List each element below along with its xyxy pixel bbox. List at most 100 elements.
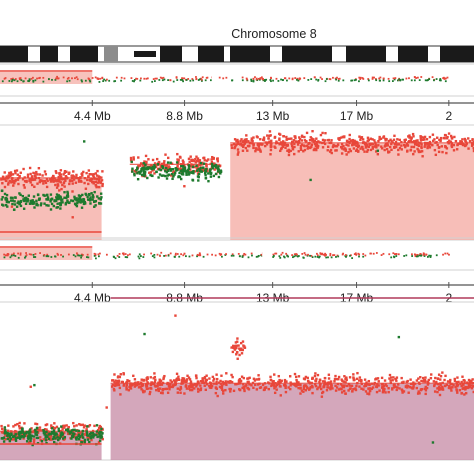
data-point (347, 150, 350, 154)
data-point (38, 173, 42, 176)
data-point (237, 252, 240, 255)
data-point (413, 76, 416, 78)
data-point (205, 164, 208, 167)
data-point (311, 386, 314, 389)
data-point (189, 380, 193, 383)
data-point (242, 376, 245, 380)
data-point (187, 78, 190, 80)
data-point (66, 192, 69, 195)
data-point (77, 179, 81, 182)
data-point (181, 173, 185, 176)
data-point (324, 254, 326, 257)
data-point (22, 431, 25, 434)
data-point (454, 139, 458, 143)
data-point (89, 436, 93, 440)
data-point (248, 383, 251, 386)
data-point (2, 430, 5, 433)
data-point (137, 255, 140, 258)
data-point (140, 162, 143, 166)
data-point (194, 383, 197, 386)
data-point (282, 140, 285, 143)
data-point (5, 193, 9, 197)
data-point (220, 374, 223, 377)
data-point (444, 252, 447, 255)
data-point (85, 432, 89, 435)
ideogram-band (230, 46, 270, 62)
data-point (252, 146, 255, 150)
data-point (421, 155, 424, 158)
data-point (442, 77, 445, 80)
data-point (308, 381, 311, 384)
data-point (438, 388, 441, 391)
data-point (21, 428, 24, 432)
data-point (225, 372, 228, 375)
data-point (419, 253, 422, 255)
data-point (273, 135, 277, 139)
data-point (143, 168, 146, 171)
data-point (205, 159, 209, 162)
data-point (61, 433, 64, 436)
data-point (294, 77, 297, 79)
data-point (433, 148, 437, 152)
data-point (275, 383, 279, 387)
data-point (269, 145, 273, 149)
data-point (178, 255, 181, 258)
data-point (57, 175, 60, 179)
data-point (73, 195, 76, 199)
data-point (75, 76, 78, 79)
data-point (86, 425, 89, 428)
data-point (311, 139, 314, 142)
data-point (16, 173, 19, 176)
data-point (354, 387, 357, 390)
data-point (29, 439, 32, 442)
data-point (58, 180, 61, 183)
data-point (68, 171, 71, 174)
data-point (77, 254, 80, 257)
data-point (241, 340, 245, 343)
data-point (88, 193, 91, 197)
data-point (349, 254, 351, 257)
data-point (176, 164, 179, 168)
data-point (343, 375, 346, 378)
data-point (79, 423, 82, 427)
data-point (23, 186, 26, 189)
data-point (153, 384, 157, 387)
data-point (38, 77, 40, 80)
data-point (112, 255, 115, 258)
data-point (277, 80, 280, 82)
data-point (153, 253, 156, 256)
data-point (442, 253, 444, 256)
data-point (240, 375, 244, 378)
data-point (201, 163, 204, 166)
data-point (296, 255, 299, 258)
data-point (407, 140, 411, 143)
data-point (175, 76, 178, 79)
data-point (443, 133, 447, 137)
data-point (80, 254, 83, 257)
data-point (180, 382, 183, 385)
data-point (320, 141, 324, 145)
data-point (49, 438, 52, 441)
data-point (273, 373, 276, 376)
data-point (66, 432, 70, 435)
data-point (213, 162, 216, 166)
data-point (168, 383, 172, 386)
data-point (277, 382, 280, 386)
data-point (224, 382, 228, 385)
data-point (462, 383, 465, 386)
data-point (437, 386, 440, 390)
data-point (60, 201, 63, 204)
data-point (95, 433, 98, 437)
data-point (84, 187, 88, 190)
data-point (16, 177, 20, 180)
data-point (32, 429, 35, 433)
data-point (293, 372, 297, 376)
data-point (72, 421, 75, 425)
data-point (8, 437, 11, 441)
data-point (66, 428, 70, 431)
data-point (89, 80, 92, 83)
data-point (158, 79, 161, 81)
data-point (324, 252, 327, 255)
data-point (259, 150, 262, 153)
data-point (340, 391, 344, 394)
